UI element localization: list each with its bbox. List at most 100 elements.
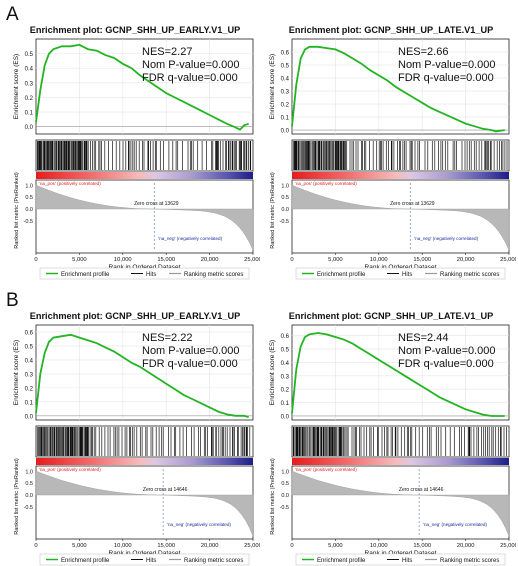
metric-y-tick-label: 0.0 [25,493,33,499]
legend-box [295,267,506,280]
es-y-tick-label: 0.5 [25,344,34,350]
neg-correlated-label: 'na_neg' (negatively correlated) [167,522,231,527]
legend-ranking-metric: Ranking metric scores [440,558,499,564]
x-tick-label: 5,000 [72,257,87,263]
es-y-tick-label: 0.3 [281,374,290,380]
chart-title: Enrichment plot: GCNP_SHH_UP_EARLY.V1_UP [30,311,241,321]
es-y-tick-label: 0.4 [281,361,290,367]
rank-color-bar [292,172,509,179]
es-y-tick-label: 0.1 [25,111,34,117]
ranking-metric-area [35,470,254,537]
chart-title: Enrichment plot: GCNP_SHH_UP_LATE.V1_UP [289,25,494,35]
gsea-plot-b-early: Enrichment plot: GCNP_SHH_UP_EARLY.V1_UP… [13,311,260,566]
x-tick-label: 20,000 [457,257,475,263]
es-y-axis-label: Enrichment score (ES) [13,54,20,119]
x-tick-label: 20,000 [201,257,219,263]
legend-hits: Hits [146,272,156,278]
enrichment-profile-line [291,332,505,417]
x-tick-label: 25,000 [500,543,516,549]
metric-plot-frame [35,179,254,254]
hits-bars [36,141,252,170]
metric-y-tick-label: 0.0 [25,207,33,213]
panel-label-b: B [6,290,19,311]
legend-ranking-metric: Ranking metric scores [184,272,243,278]
stat-2: FDR q-value=0.000 [142,358,238,370]
es-y-tick-label: 0.2 [281,103,290,109]
chart-title: Enrichment plot: GCNP_SHH_UP_LATE.V1_UP [289,311,494,321]
es-y-tick-label: 0.3 [25,81,34,87]
metric-y-tick-label: -0.5 [24,219,33,225]
stat-1: Nom P-value=0.000 [398,59,496,71]
zero-cross-label: Zero cross at 13629 [390,201,435,207]
hits-bars [292,141,508,170]
metric-y-tick-label: 1.0 [281,183,289,189]
x-tick-label: 10,000 [114,543,132,549]
legend-hits: Hits [402,272,412,278]
hits-bars [292,427,507,456]
legend: Enrichment profile Hits Ranking metric sco… [39,267,250,280]
ranking-metric-area [291,470,510,537]
rank-color-bar [36,172,253,179]
x-tick-label: 15,000 [413,543,431,549]
es-y-axis-label: Enrichment score (ES) [269,340,276,405]
x-tick-label: 0 [290,543,293,549]
neg-correlated-label: 'na_neg' (negatively correlated) [423,522,487,527]
metric-y-axis-label: Ranked list metric (PreRanked) [14,172,20,249]
metric-y-tick-label: 0.0 [281,207,289,213]
x-tick-label: 25,000 [244,543,260,549]
es-y-tick-label: 0.4 [25,358,34,364]
x-tick-label: 20,000 [457,543,475,549]
metric-y-tick-label: -0.5 [24,505,33,511]
metric-y-tick-label: -0.5 [280,505,289,511]
es-y-axis-label: Enrichment score (ES) [13,340,20,405]
metric-y-tick-label: 0.5 [281,195,289,201]
neg-correlated-label: 'na_neg' (negatively correlated) [414,236,478,241]
stat-2: FDR q-value=0.000 [398,358,494,370]
ranking-metric-area [35,184,254,251]
x-tick-label: 25,000 [500,257,516,263]
es-y-tick-label: 0.6 [25,330,34,336]
gsea-plot-a-late: Enrichment plot: GCNP_SHH_UP_LATE.V1_UP 0… [269,25,516,280]
stat-2: FDR q-value=0.000 [142,72,238,84]
rank-color-bar [292,458,509,465]
es-y-tick-label: 0.5 [25,52,34,58]
es-y-tick-label: 0.6 [281,334,290,340]
es-y-tick-label: 0.2 [25,386,34,392]
gsea-plot-b-late: Enrichment plot: GCNP_SHH_UP_LATE.V1_UP 0… [269,311,516,566]
es-y-tick-label: 0.0 [25,414,34,420]
x-tick-label: 5,000 [72,543,87,549]
legend-enrichment-profile: Enrichment profile [61,272,110,278]
x-tick-label: 15,000 [413,257,431,263]
es-y-tick-label: 0.4 [25,67,34,73]
es-y-tick-label: 0.1 [281,116,290,122]
panel-label-a: A [6,4,19,25]
stat-0: NES=2.22 [142,332,192,344]
rank-color-bar [36,458,253,465]
es-y-axis-label: Enrichment score (ES) [269,54,276,119]
neg-correlated-label: 'na_neg' (negatively correlated) [158,236,222,241]
metric-plot-frame [291,465,510,540]
legend: Enrichment profile Hits Ranking metric sco… [39,553,250,566]
legend-ranking-metric: Ranking metric scores [184,558,243,564]
x-tick-label: 5,000 [328,257,343,263]
x-tick-label: 10,000 [114,257,132,263]
metric-y-tick-label: 0.5 [281,481,289,487]
enrichment-profile-line [35,333,249,419]
legend-hits: Hits [146,558,156,564]
x-tick-label: 5,000 [328,543,343,549]
x-tick-label: 10,000 [370,257,388,263]
legend-enrichment-profile: Enrichment profile [317,558,366,564]
stat-1: Nom P-value=0.000 [142,59,240,71]
metric-y-tick-label: 0.0 [281,493,289,499]
es-y-tick-label: 0.4 [281,77,290,83]
legend-enrichment-profile: Enrichment profile [61,558,110,564]
pos-correlated-label: 'na_pos' (positively correlated) [39,181,101,186]
x-axis-label: Rank in Ordered Dataset [365,264,437,271]
legend: Enrichment profile Hits Ranking metric sco… [295,553,506,566]
es-y-tick-label: 0.5 [281,64,290,70]
pos-correlated-label: 'na_pos' (positively correlated) [295,181,357,186]
hits-frame [291,425,510,458]
es-plot-frame [291,38,510,135]
es-y-tick-label: 0.0 [281,414,290,420]
es-y-tick-label: 0.2 [25,96,34,102]
